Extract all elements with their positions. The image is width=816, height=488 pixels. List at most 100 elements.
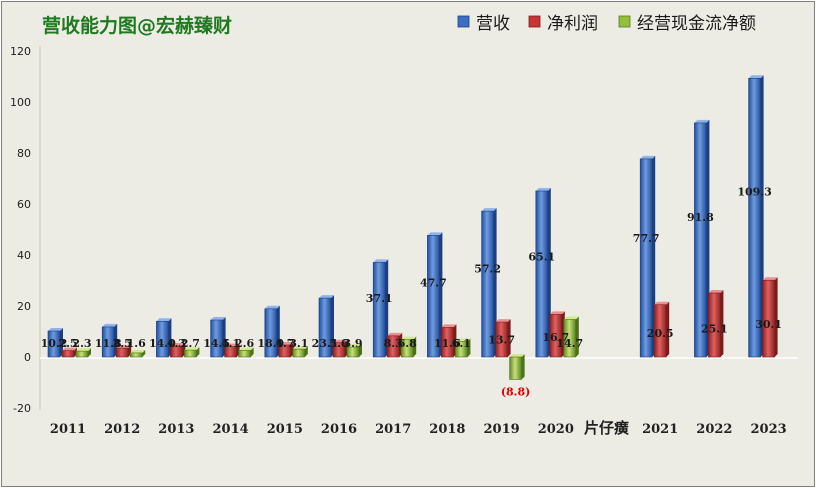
bar-side-revenue [439, 232, 443, 357]
bar-revenue [694, 122, 707, 358]
bar-operating-cash-flow [75, 350, 89, 358]
data-label-net-profit: 30.1 [755, 318, 782, 331]
data-labels-layer: 10.22.52.3 11.83.51.6 14.04.32.7 14.54.12.6… [41, 185, 782, 398]
bar-top-revenue [102, 323, 118, 327]
bar-side-net-profit [507, 319, 511, 357]
bar-revenue [156, 320, 169, 358]
bar-revenue [748, 77, 761, 358]
data-label-operating-cash-flow: 6.1 [452, 337, 471, 350]
bar-top-operating-cash-flow [401, 336, 417, 340]
bar-side-revenue [331, 295, 334, 357]
x-tick-label: 2018 [429, 422, 465, 437]
bar-top-revenue [373, 259, 389, 263]
bar-side-operating-cash-flow [467, 338, 471, 357]
legend-label-revenue: 营收 [476, 14, 510, 34]
chart-title: 营收能力图@宏赫臻财 [42, 14, 232, 37]
bar-net-profit [278, 344, 292, 358]
bar-top-revenue [748, 75, 764, 79]
bar-net-profit [708, 292, 721, 358]
data-label-net-profit: 16.7 [542, 331, 569, 344]
bar-net-profit [495, 321, 508, 358]
bar-net-profit [762, 279, 775, 358]
bar-side-operating-cash-flow [359, 344, 362, 357]
data-label-revenue: 11.8 [95, 337, 122, 350]
bar-net-profit [441, 327, 454, 358]
data-label-revenue: 91.8 [687, 211, 714, 224]
bar-top-net-profit [549, 311, 565, 315]
bar-net-profit [224, 346, 237, 358]
x-tick-label: 2023 [751, 422, 787, 437]
bar-side-operating-cash-flow [196, 347, 200, 357]
bar-top-operating-cash-flow [184, 347, 200, 351]
bar-top-operating-cash-flow [76, 348, 91, 352]
bar-net-profit [386, 335, 400, 358]
bar-side-net-profit [774, 277, 778, 357]
bar-net-profit [332, 342, 346, 358]
bar-net-profit [170, 345, 183, 358]
bar-top-operating-cash-flow [509, 354, 525, 357]
data-label-net-profit: 20.5 [647, 327, 674, 340]
data-label-revenue: 57.2 [474, 262, 501, 275]
bar-revenue [210, 319, 223, 358]
bar-operating-cash-flow [400, 339, 414, 358]
legend: 营收 净利润 经营现金流净额 [457, 14, 756, 34]
bar-top-net-profit [333, 339, 348, 343]
data-label-revenue: 37.1 [366, 292, 393, 305]
bar-operating-cash-flow [563, 319, 577, 358]
data-label-net-profit: 4.7 [275, 337, 294, 350]
bar-top-operating-cash-flow [292, 346, 308, 350]
x-tick-label: 2015 [267, 422, 303, 437]
bar-top-net-profit [495, 319, 511, 323]
bar-operating-cash-flow [129, 352, 143, 358]
bar-top-revenue [640, 155, 656, 159]
bar-top-revenue [481, 208, 497, 212]
y-tick-label: 80 [17, 147, 31, 160]
x-tick-label: 2017 [375, 422, 411, 437]
bar-revenue [372, 262, 386, 358]
bar-side-operating-cash-flow [413, 336, 417, 357]
bar-top-operating-cash-flow [347, 344, 362, 348]
legend-label-net-profit: 净利润 [547, 14, 598, 34]
data-label-net-profit: 3.5 [113, 337, 132, 350]
data-label-net-profit: 8.3 [384, 337, 403, 350]
bar-revenue [318, 297, 332, 358]
data-label-operating-cash-flow: 3.9 [343, 337, 362, 350]
data-label-revenue: 14.0 [149, 337, 176, 350]
bar-operating-cash-flow [292, 348, 306, 358]
bar-revenue [535, 190, 549, 358]
x-axis: 2011 2012 2013 2014 2015 2016 2017 2018 2019 2020… [50, 422, 787, 437]
bar-side-revenue [276, 305, 280, 357]
x-tick-label: 2011 [50, 422, 86, 437]
company-annotation: 片仔癀 [584, 419, 629, 437]
bar-side-operating-cash-flow [142, 349, 146, 357]
bar-side-operating-cash-flow [250, 347, 254, 357]
data-label-operating-cash-flow: 14.7 [556, 337, 583, 350]
bar-top-operating-cash-flow [130, 349, 146, 353]
data-label-net-profit: 2.5 [58, 337, 77, 350]
bar-top-revenue [264, 305, 280, 309]
y-axis: -20 0 20 40 60 80 100 120 [10, 45, 31, 415]
bar-top-revenue [694, 119, 710, 123]
bar-revenue [101, 326, 115, 358]
x-tick-label: 2012 [104, 422, 140, 437]
x-tick-label: 2014 [213, 422, 249, 437]
y-tick-label: 100 [10, 96, 31, 109]
bar-side-operating-cash-flow [88, 348, 91, 357]
bar-top-revenue [48, 327, 63, 331]
data-label-operating-cash-flow: 1.6 [127, 337, 146, 350]
bar-revenue [639, 158, 653, 358]
bar-side-operating-cash-flow [521, 354, 525, 380]
data-label-operating-cash-flow: 2.7 [181, 337, 200, 350]
bar-side-net-profit [720, 289, 724, 357]
bar-revenue [47, 330, 61, 358]
bar-top-net-profit [762, 277, 778, 281]
data-label-net-profit: 4.1 [221, 337, 240, 350]
y-tick-label: 60 [17, 198, 31, 211]
bar-top-revenue [319, 295, 334, 299]
bar-side-operating-cash-flow [575, 316, 579, 357]
y-tick-label: -20 [13, 402, 31, 415]
bar-net-profit [549, 314, 563, 358]
bar-top-revenue [535, 187, 551, 191]
data-label-revenue: 10.2 [41, 337, 68, 350]
legend-swatch-net-profit [528, 15, 541, 28]
